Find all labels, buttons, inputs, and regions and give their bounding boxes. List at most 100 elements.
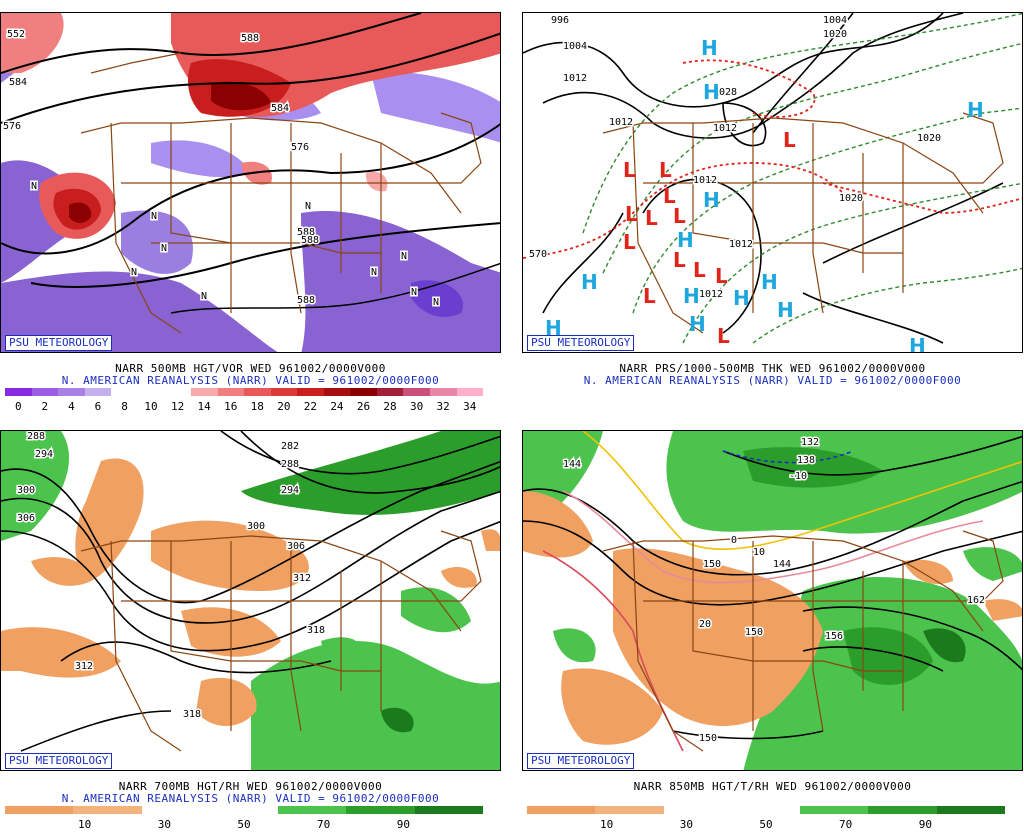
colorbar-tick-label: 32 [436, 400, 450, 413]
colorbar-tick-label: 20 [277, 400, 291, 413]
rh-colorbar-850-labels: 10 30 50 70 90 [527, 818, 1005, 831]
high-pressure-center: H [967, 98, 984, 122]
colorbar-tick-label: 70 [839, 818, 853, 831]
height-700-contour-label: 318 [183, 709, 201, 720]
pressure-contour-label: 1028 [713, 87, 737, 98]
high-pressure-center: H [581, 270, 598, 294]
high-pressure-center: H [703, 80, 720, 104]
height-contour-label: 588 [297, 227, 315, 238]
colorbar-swatch [346, 806, 415, 814]
colorbar-swatch [111, 388, 138, 396]
rh-colorbar-700 [5, 806, 483, 814]
caption-850mb-title: NARR 850MB HGT/T/RH WED 961002/0000V000 [633, 780, 912, 793]
caption-thickness-valid: N. AMERICAN REANALYSIS (NARR) VALID = 96… [583, 374, 962, 387]
caption-700mb-valid: N. AMERICAN REANALYSIS (NARR) VALID = 96… [61, 792, 440, 805]
colorbar-swatch [137, 388, 165, 396]
pressure-contour-label: 1012 [563, 73, 587, 84]
colorbar-swatch [376, 388, 404, 396]
panel-850mb: 144 132 138 -10 0 10 150 144 20 150 156 162 150 PSU … [522, 430, 1023, 834]
vorticity-min-marker: N [371, 267, 377, 278]
colorbar-tick-label: 14 [197, 400, 211, 413]
colorbar-swatch [164, 388, 191, 396]
low-pressure-center: L [623, 158, 636, 182]
high-pressure-center: H [683, 284, 700, 308]
colorbar-swatch [5, 806, 74, 814]
vorticity-colorbar-labels: 0 2 4 6 8 10 12 14 16 18 20 22 24 26 28 30 32 34 [5, 400, 483, 413]
height-contour-label: 584 [9, 77, 27, 88]
vorticity-min-marker: N [411, 287, 417, 298]
colorbar-tick-label: 12 [170, 400, 185, 413]
low-pressure-center: L [673, 248, 686, 272]
height-700-contour-label: 288 [27, 431, 45, 442]
colorbar-tick-label: 34 [463, 400, 477, 413]
colorbar-swatch [868, 806, 937, 814]
height-850-contour-label: 144 [563, 459, 581, 470]
height-700-contour-label: 300 [17, 485, 35, 496]
colorbar-tick-label: 16 [224, 400, 238, 413]
low-pressure-center: L [673, 204, 686, 228]
vorticity-min-marker: N [305, 201, 311, 212]
vorticity-colorbar [5, 388, 484, 396]
colorbar-swatch [430, 388, 457, 396]
colorbar-tick-label: 10 [78, 818, 92, 831]
colorbar-swatch [58, 388, 85, 396]
colorbar-swatch [141, 806, 210, 814]
pressure-contour-label: 1004 [823, 15, 847, 26]
low-pressure-center: L [717, 324, 730, 348]
colorbar-tick-label: 30 [679, 818, 693, 831]
height-contour-label: 584 [271, 103, 289, 114]
pressure-contour-label: 570 [529, 249, 547, 260]
colorbar-tick-label: 6 [94, 400, 102, 413]
height-850-contour-label: 150 [745, 627, 763, 638]
colorbar-tick-label: 18 [250, 400, 264, 413]
colorbar-tick-label: 28 [383, 400, 397, 413]
brand-badge: PSU METEOROLOGY [5, 753, 113, 769]
colorbar-swatch [350, 388, 377, 396]
colorbar-swatch [190, 388, 218, 396]
high-pressure-center: H [733, 286, 750, 310]
low-pressure-center: L [623, 230, 636, 254]
height-850-contour-label: -10 [789, 471, 807, 482]
height-contour-label: 552 [7, 29, 25, 40]
low-pressure-center: L [663, 184, 676, 208]
vorticity-min-marker: N [401, 251, 407, 262]
pressure-contour-label: 996 [551, 15, 569, 26]
map-pressure-thickness-graphic: 996 1004 1004 1012 1012 1020 1028 1012 1012 1012 1… [523, 13, 1022, 353]
map-700mb: 288 294 300 306 282 288 294 300 306 312 318 312 318 … [0, 430, 501, 771]
pressure-contour-label: 1012 [609, 117, 633, 128]
height-700-contour-label: 318 [307, 625, 325, 636]
height-850-contour-label: 138 [797, 455, 815, 466]
colorbar-tick-label: 50 [237, 818, 251, 831]
panel-700mb: 288 294 300 306 282 288 294 300 306 312 318 312 318 … [0, 430, 501, 834]
height-contour-label: 576 [3, 121, 21, 132]
colorbar-tick-label: 22 [303, 400, 317, 413]
map-500mb: 552 584 576 576 588 588 584 588 588 N N N N N N N N N N PS… [0, 12, 501, 353]
colorbar-tick-label: 70 [317, 818, 331, 831]
high-pressure-center: H [909, 334, 926, 353]
height-contour-label: 588 [301, 235, 319, 246]
colorbar-swatch [595, 806, 664, 814]
vorticity-min-marker: N [131, 267, 137, 278]
height-850-contour-label: 10 [753, 547, 765, 558]
colorbar-tick-label: 30 [157, 818, 171, 831]
colorbar-tick-label: 10 [144, 400, 158, 413]
colorbar-tick-label: 0 [14, 400, 22, 413]
pressure-contour-label: 1020 [823, 29, 847, 40]
colorbar-swatch [323, 388, 351, 396]
colorbar-tick-label: 24 [330, 400, 344, 413]
low-pressure-center: L [625, 202, 638, 226]
panel-500mb: 552 584 576 576 588 588 584 588 588 N N N N N N N N N N PS… [0, 12, 501, 416]
colorbar-swatch [31, 388, 59, 396]
colorbar-tick-label: 8 [121, 400, 128, 413]
colorbar-swatch [456, 388, 484, 396]
height-850-contour-label: 132 [801, 437, 819, 448]
height-850-contour-label: 156 [825, 631, 843, 642]
low-pressure-center: L [645, 206, 658, 230]
height-850-contour-label: 20 [699, 619, 711, 630]
high-pressure-center: H [701, 36, 718, 60]
colorbar-swatch [84, 388, 112, 396]
vorticity-min-marker: N [201, 291, 207, 302]
height-850-contour-label: 150 [703, 559, 721, 570]
colorbar-tick-label: 10 [600, 818, 614, 831]
colorbar-tick-label: 50 [759, 818, 773, 831]
